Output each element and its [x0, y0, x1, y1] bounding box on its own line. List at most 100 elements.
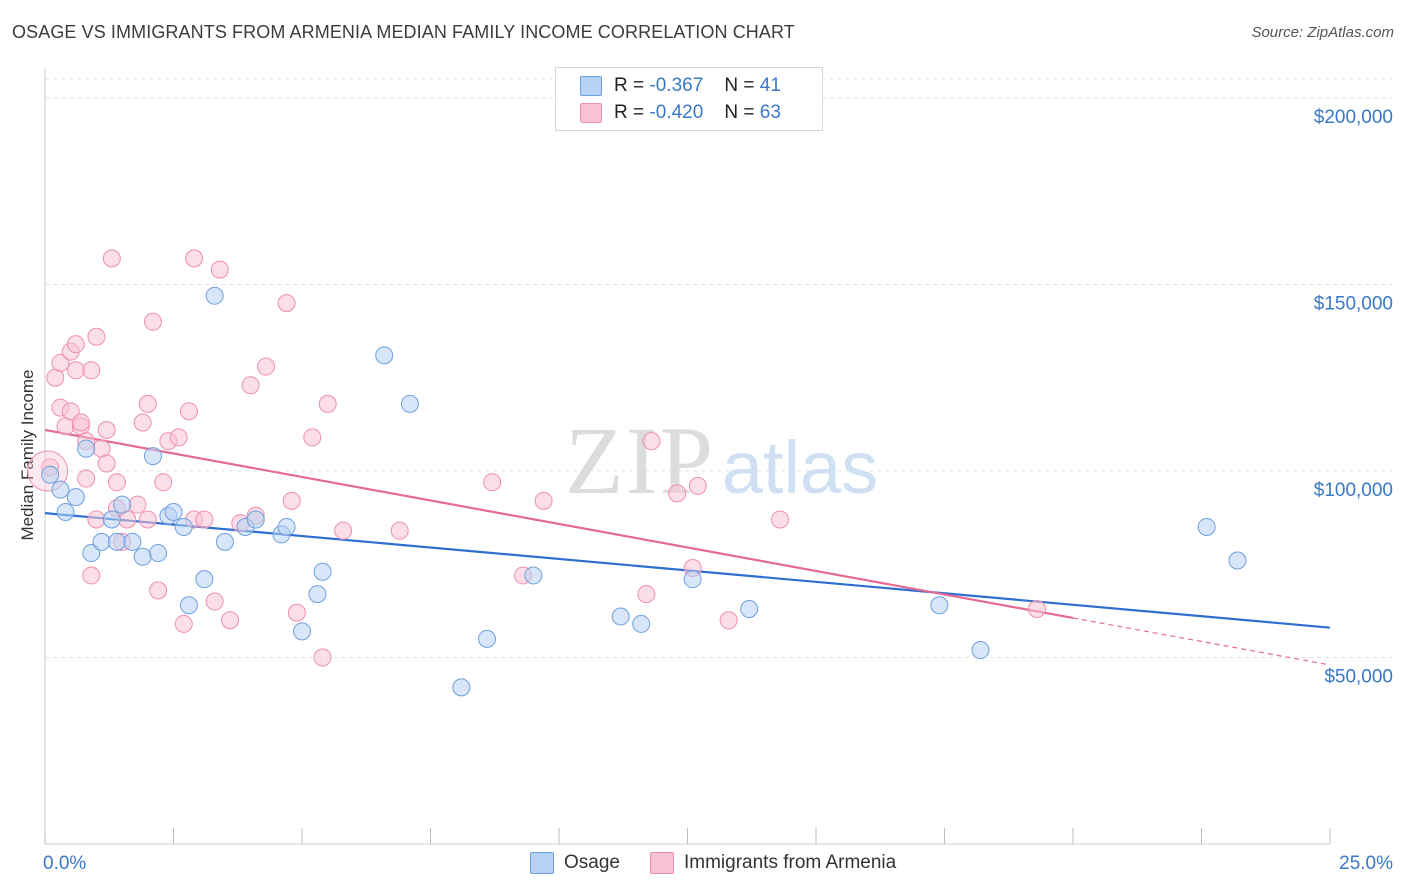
osage-point: [92, 532, 111, 551]
armenia-point: [77, 469, 96, 488]
armenia-point: [303, 428, 322, 447]
y-tick-labels: $50,000 $100,000 $150,000 $200,000: [1314, 107, 1393, 688]
armenia-point: [185, 249, 204, 268]
armenia-point: [107, 473, 126, 492]
osage-point: [293, 622, 311, 641]
armenia-point: [205, 592, 224, 611]
armenia-trend-extension: [1072, 617, 1331, 666]
armenia-point: [210, 260, 229, 279]
osage-point: [246, 510, 265, 529]
n-value-armenia: 63: [759, 102, 781, 123]
armenia-point: [642, 432, 661, 451]
legend-label-armenia: Immigrants from Armenia: [684, 852, 897, 873]
armenia-point: [534, 491, 553, 510]
armenia-point: [221, 611, 240, 630]
n-label: N =: [724, 102, 755, 123]
osage-point: [930, 596, 949, 615]
series-legend: Osage Immigrants from Armenia: [0, 850, 1406, 880]
osage-point: [524, 566, 543, 585]
osage-point: [375, 346, 394, 365]
osage-swatch: [580, 76, 602, 96]
armenia-point: [483, 473, 502, 492]
armenia-point: [46, 368, 65, 387]
watermark-atlas: atlas: [722, 426, 878, 509]
armenia-point: [390, 521, 409, 540]
armenia-point: [128, 495, 147, 514]
osage-point: [113, 495, 132, 514]
armenia-point: [102, 249, 121, 268]
osage-point: [971, 641, 990, 660]
osage-point: [632, 614, 651, 633]
osage-point: [77, 439, 96, 458]
n-label: N =: [724, 75, 755, 96]
armenia-point: [169, 428, 188, 447]
armenia-point: [71, 413, 90, 432]
osage-point: [740, 600, 759, 619]
armenia-point: [61, 402, 80, 421]
osage-point: [683, 570, 702, 589]
armenia-point: [334, 521, 353, 540]
legend-item-osage[interactable]: Osage: [530, 852, 620, 874]
armenia-point: [66, 361, 85, 380]
x-tick-label: 25.0%: [1339, 853, 1393, 874]
osage-point: [313, 562, 332, 581]
armenia-point: [282, 491, 301, 510]
osage-point: [102, 510, 121, 529]
armenia-point: [318, 394, 337, 413]
armenia-swatch: [580, 103, 602, 123]
armenia-point: [149, 581, 168, 600]
armenia-legend-swatch: [650, 852, 674, 874]
armenia-point: [154, 473, 173, 492]
armenia-point: [179, 402, 198, 421]
osage-point: [66, 488, 85, 507]
series-osage: [41, 286, 1247, 697]
watermark: ZIP atlas: [565, 407, 878, 514]
armenia-point: [66, 335, 85, 354]
osage-point: [56, 503, 75, 522]
armenia-point: [138, 510, 157, 529]
osage-point: [400, 394, 419, 413]
y-tick-label: $200,000: [1314, 107, 1393, 128]
armenia-point: [82, 566, 101, 585]
osage-point: [308, 585, 327, 604]
armenia-point: [87, 510, 106, 529]
armenia-point: [143, 312, 162, 331]
osage-point: [123, 532, 142, 551]
r-label: R =: [614, 75, 645, 96]
osage-point: [215, 532, 234, 551]
legend-item-armenia[interactable]: Immigrants from Armenia: [650, 852, 896, 874]
armenia-point: [92, 439, 111, 458]
armenia-point: [195, 510, 214, 529]
y-tick-label: $100,000: [1314, 480, 1393, 501]
armenia-point: [241, 376, 260, 395]
armenia-point: [56, 417, 75, 436]
y-tick-label: $50,000: [1324, 667, 1393, 688]
osage-point: [611, 607, 630, 626]
stats-row-armenia: R = -0.420 N = 63: [580, 100, 781, 126]
osage-point: [164, 503, 183, 522]
n-value-osage: 41: [759, 75, 781, 96]
y-tick-label: $150,000: [1314, 294, 1393, 315]
osage-point: [1228, 551, 1247, 570]
osage-point: [133, 547, 152, 566]
armenia-point: [719, 611, 738, 630]
armenia-point: [138, 394, 157, 413]
osage-point: [82, 544, 101, 563]
osage-point: [478, 629, 497, 648]
axes: [44, 68, 1331, 845]
armenia-trend-line: [44, 428, 1074, 620]
armenia-point: [277, 294, 296, 313]
legend-label-osage: Osage: [564, 852, 620, 873]
osage-point: [1197, 517, 1216, 536]
osage-point: [205, 286, 224, 305]
gridlines: [45, 78, 1393, 658]
armenia-point: [313, 648, 332, 667]
armenia-point: [51, 353, 70, 372]
osage-point: [174, 517, 193, 536]
armenia-point: [118, 510, 137, 529]
source-credit: Source: ZipAtlas.com: [1251, 24, 1394, 41]
armenia-point: [82, 361, 101, 380]
armenia-point: [257, 357, 276, 376]
x-tick-label: 0.0%: [43, 853, 86, 874]
